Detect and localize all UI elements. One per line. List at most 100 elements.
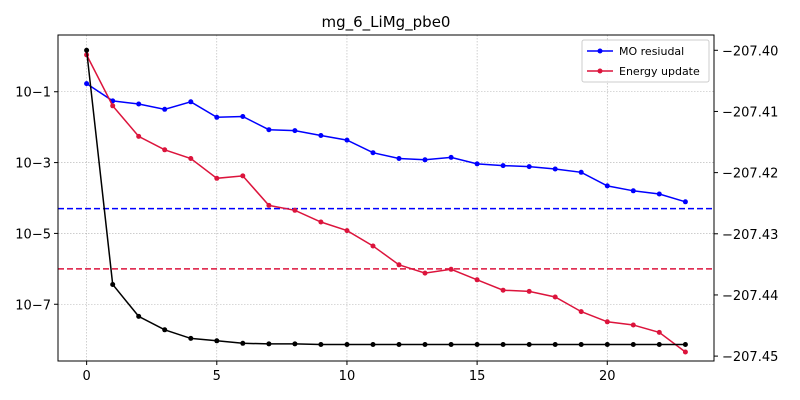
data-point [682, 342, 688, 347]
data-point [240, 340, 246, 346]
y-tick-label: 10−5 [15, 227, 51, 242]
grid [58, 35, 714, 361]
data-point [292, 341, 298, 347]
legend-box [581, 39, 710, 83]
x-tick-label: 15 [469, 369, 486, 384]
data-point [474, 277, 480, 283]
data-point [682, 349, 688, 355]
y2-tick-label: −207.42 [722, 167, 778, 182]
data-point [396, 262, 402, 268]
series-line-1 [85, 54, 686, 353]
data-point [526, 288, 532, 294]
legend-marker-mo-residual [597, 48, 603, 54]
data-point [292, 128, 298, 134]
y-tick-label: 10−3 [15, 157, 51, 172]
data-point [162, 327, 168, 333]
data-point [656, 342, 662, 347]
data-point [188, 335, 194, 341]
data-point [136, 101, 142, 107]
data-point [656, 329, 662, 335]
x-tick-label: 20 [599, 369, 616, 384]
data-point [318, 219, 324, 225]
legend: MO resiudal Energy update [581, 39, 710, 83]
data-point [110, 282, 116, 287]
legend-label-mo-residual: MO resiudal [619, 45, 684, 58]
data-point [604, 319, 610, 325]
y-axis-left: 10−1 10−3 10−5 10−7 [15, 86, 58, 313]
data-point [474, 161, 480, 167]
y2-tick-label: −207.41 [722, 105, 778, 120]
data-point [162, 106, 168, 112]
data-point [188, 156, 194, 161]
plot-area [57, 34, 715, 362]
series-line-0 [86, 82, 686, 203]
data-point [344, 137, 350, 143]
y-axis-right: −207.40 −207.41 −207.42 −207.43 −207.44 −207.… [714, 44, 778, 365]
data-point [318, 342, 324, 347]
data-point [266, 127, 272, 133]
legend-marker-energy-update [597, 68, 603, 74]
data-point [422, 157, 428, 163]
data-point [448, 266, 454, 272]
data-point [188, 99, 194, 105]
y-tick-label: 10−1 [15, 86, 51, 101]
data-point [214, 175, 220, 181]
data-point [656, 191, 662, 197]
data-point [266, 202, 272, 208]
data-point [578, 342, 584, 347]
series-line-2 [85, 50, 686, 346]
data-point [110, 103, 116, 109]
y2-tick-label: −207.44 [722, 289, 778, 304]
chart-title: mg_6_LiMg_pbe0 [322, 13, 451, 32]
data-point [448, 154, 454, 160]
data-point [84, 81, 90, 87]
data-point [500, 342, 506, 347]
y-tick-label: 10−7 [15, 298, 51, 313]
data-point [292, 207, 298, 213]
data-point [630, 342, 636, 347]
data-point [552, 294, 558, 300]
x-tick-label: 0 [82, 369, 90, 384]
data-point [240, 173, 246, 179]
x-tick-label: 10 [339, 369, 356, 384]
data-point [552, 342, 558, 347]
data-point [84, 47, 90, 53]
data-point [500, 163, 506, 169]
data-point [396, 156, 402, 161]
data-point [682, 199, 688, 205]
data-point [344, 342, 350, 347]
data-point [214, 114, 220, 120]
series-layer [84, 47, 688, 355]
data-point [630, 322, 636, 328]
data-point [578, 309, 584, 315]
data-point [266, 341, 272, 347]
data-point [500, 287, 506, 293]
data-point [214, 338, 220, 344]
data-point [162, 147, 168, 153]
x-axis: 0 5 10 15 20 [82, 361, 616, 384]
data-point [526, 164, 532, 170]
data-point [578, 169, 584, 175]
data-point [448, 342, 454, 347]
y2-tick-label: −207.45 [722, 350, 778, 365]
y2-tick-label: −207.43 [722, 228, 778, 243]
data-point [396, 342, 402, 347]
data-point [344, 228, 350, 234]
threshold-lines [58, 207, 714, 270]
data-point [604, 183, 610, 189]
data-point [136, 133, 142, 139]
data-point [370, 243, 376, 249]
data-point [370, 150, 376, 156]
data-point [422, 342, 428, 347]
data-point [136, 313, 142, 319]
data-point [422, 270, 428, 276]
data-point [552, 166, 558, 172]
legend-label-energy-update: Energy update [619, 65, 700, 78]
data-point [630, 188, 636, 194]
data-point [318, 133, 324, 138]
data-point [604, 342, 610, 347]
data-point [240, 114, 246, 119]
data-point [370, 342, 376, 347]
x-tick-label: 5 [213, 369, 221, 384]
